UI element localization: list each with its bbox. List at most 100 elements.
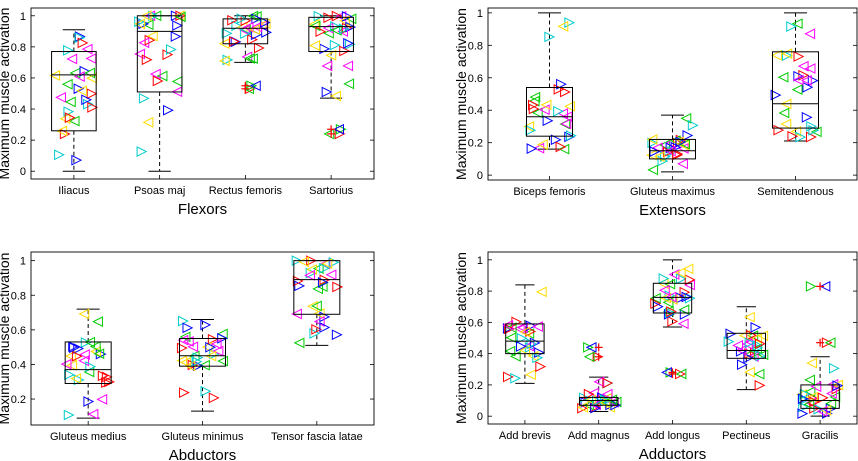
data-point — [564, 100, 575, 112]
data-point — [64, 96, 76, 108]
data-point — [60, 358, 72, 370]
y-tick-label: 0.8 — [11, 42, 26, 54]
box-iqr — [652, 282, 693, 314]
data-point — [780, 118, 792, 130]
data-point — [313, 308, 325, 319]
data-point — [210, 338, 222, 350]
data-point — [321, 258, 333, 270]
data-point — [207, 333, 219, 345]
data-point — [802, 81, 814, 93]
data-point — [803, 398, 815, 410]
data-point — [816, 405, 828, 417]
data-point — [502, 319, 514, 331]
data-point — [182, 336, 194, 347]
data-point — [85, 361, 97, 372]
data-point — [261, 26, 273, 38]
data-point — [799, 388, 811, 400]
data-point — [328, 256, 340, 268]
y-tick-label: 1 — [477, 255, 483, 267]
data-point — [253, 42, 265, 54]
data-point — [583, 388, 595, 400]
data-point — [76, 85, 87, 97]
data-point — [513, 323, 525, 335]
data-point — [505, 322, 517, 334]
x-axis-label: Extensors — [639, 202, 706, 219]
data-point — [134, 16, 146, 28]
data-point — [564, 17, 576, 28]
y-axis-label: Maximum muscle activation — [453, 252, 469, 424]
data-point — [304, 269, 315, 281]
x-axis-label: Flexors — [178, 201, 227, 218]
y-tick-label: 0.6 — [468, 73, 483, 85]
data-point — [259, 17, 271, 28]
data-point — [163, 104, 174, 116]
data-point — [330, 24, 342, 36]
data-point — [217, 355, 229, 367]
box-pectineus — [723, 306, 769, 391]
data-point — [577, 402, 588, 414]
data-point — [540, 99, 552, 111]
data-point — [553, 105, 564, 117]
data-point — [536, 139, 548, 150]
box-sartorius — [308, 10, 357, 140]
data-point — [519, 326, 531, 338]
data-point — [134, 18, 146, 30]
data-point — [529, 337, 541, 349]
y-tick-label: 0.8 — [468, 40, 483, 52]
data-point — [325, 269, 337, 281]
data-point — [242, 21, 254, 33]
y-tick-label: 0.4 — [468, 105, 483, 117]
data-point — [259, 18, 271, 30]
data-point — [744, 366, 755, 378]
panel-2: 0 0.2 0.4 0.6 0.8 1 Maximum muscle activation E… — [453, 7, 858, 219]
data-point — [227, 14, 239, 26]
data-point — [555, 141, 567, 153]
data-point — [201, 341, 213, 353]
data-point — [63, 409, 75, 421]
data-point — [68, 115, 80, 127]
plot-frame — [30, 7, 375, 180]
y-tick-label: 0.2 — [468, 138, 483, 150]
data-point — [810, 381, 822, 393]
x-tick-label: Sartorius — [309, 185, 354, 197]
data-point — [560, 86, 571, 98]
box-iqr — [505, 323, 545, 355]
data-point — [55, 91, 66, 103]
data-point — [675, 368, 687, 380]
data-point — [104, 376, 116, 388]
data-point — [556, 78, 567, 90]
data-point — [61, 78, 73, 90]
panel-1: 0 0.2 0.4 0.6 0.8 1 Maximum muscle activation F… — [0, 7, 375, 218]
data-point — [664, 278, 676, 290]
data-point — [309, 40, 320, 51]
data-point — [87, 102, 99, 113]
y-tick-label: 0.8 — [468, 286, 483, 298]
y-tick-label: 1 — [477, 8, 483, 20]
data-point — [313, 10, 325, 22]
data-point — [793, 51, 805, 62]
data-point — [755, 338, 766, 350]
data-point — [321, 86, 333, 98]
data-point — [240, 28, 251, 40]
box-add-brevis — [502, 284, 547, 384]
data-point — [647, 164, 659, 176]
data-point — [249, 80, 261, 92]
data-point — [662, 297, 674, 308]
data-point — [149, 68, 161, 80]
x-tick-label: Pectineus — [722, 430, 771, 442]
data-point — [804, 63, 816, 74]
data-point — [806, 120, 818, 132]
data-point — [732, 340, 744, 351]
data-point — [319, 322, 331, 333]
data-point — [658, 284, 670, 296]
data-point — [331, 10, 343, 22]
x-tick-label: Psoas maj — [134, 185, 185, 197]
data-point — [321, 60, 333, 72]
data-point — [557, 20, 569, 32]
data-point — [542, 115, 554, 127]
data-point — [791, 18, 803, 30]
data-point — [801, 111, 813, 123]
data-point — [63, 106, 75, 118]
data-point — [78, 308, 90, 320]
